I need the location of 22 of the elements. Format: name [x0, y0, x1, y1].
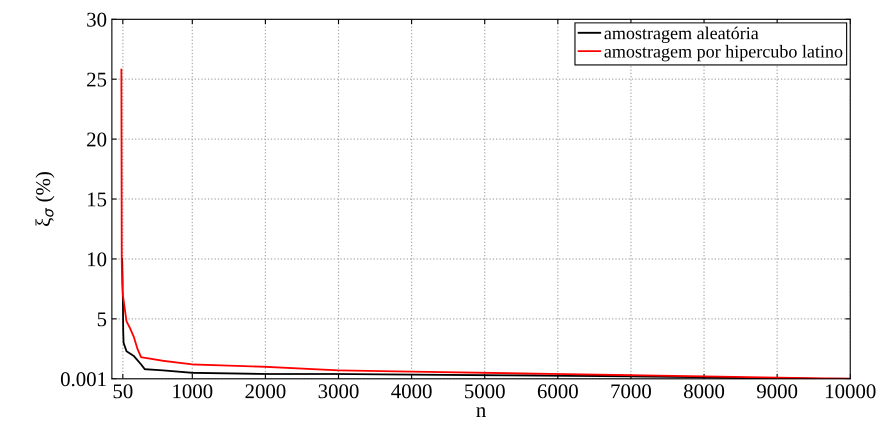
x-tick-label: 5000 [465, 384, 505, 398]
y-axis-title: ξ$_{σ}$ (%) [35, 172, 54, 226]
legend-label: amostragem aleatória [604, 26, 759, 44]
y-tick-label: 15 [88, 192, 106, 206]
x-tick-label: 2000 [245, 384, 286, 398]
x-tick-label: 50 [114, 384, 132, 398]
y-tick-label: 25 [87, 72, 106, 87]
x-tick-label: 8000 [684, 384, 724, 398]
y-tick-label: 30 [87, 12, 106, 27]
x-tick-label: 1000 [173, 384, 212, 398]
x-tick-label: 6000 [538, 384, 578, 398]
legend-label: amostragem por hipercubo latino [604, 44, 842, 62]
y-tick-label: 10 [88, 252, 106, 266]
x-tick-label: 10000 [826, 384, 876, 398]
x-tick-label: 9000 [756, 384, 798, 398]
x-tick-label: 7000 [611, 384, 651, 398]
y-tick-label: 0.001 [60, 372, 106, 386]
x-axis-title: n [476, 407, 486, 417]
x-tick-label: 3000 [318, 384, 359, 398]
y-tick-label: 20 [87, 132, 106, 147]
x-tick-label: 4000 [391, 384, 432, 398]
y-tick-label: 5 [98, 312, 106, 326]
